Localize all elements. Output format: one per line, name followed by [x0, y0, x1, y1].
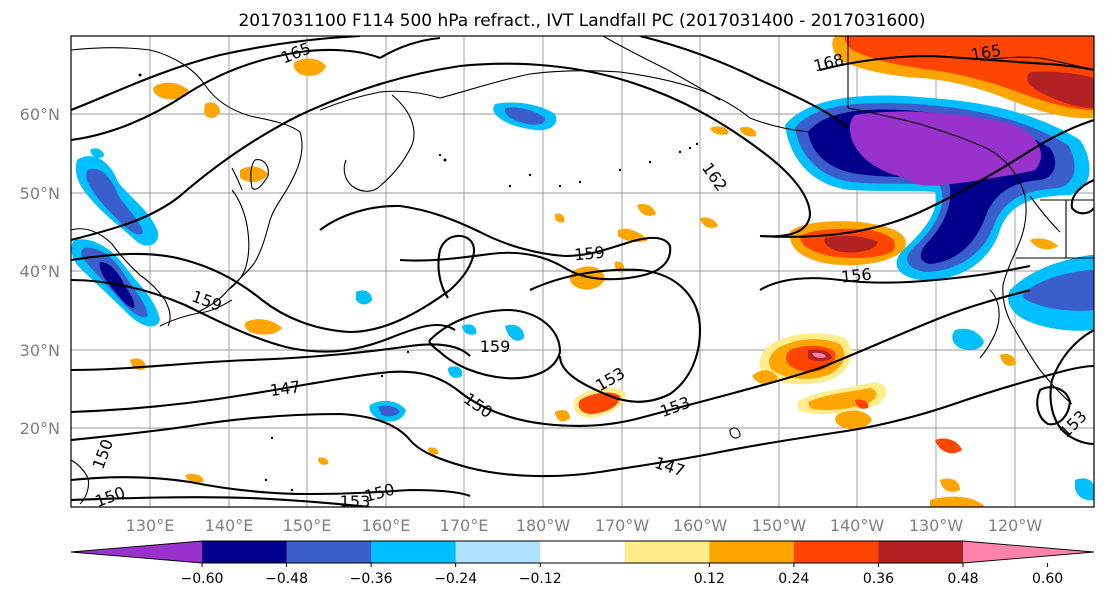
colorbar-segment — [709, 541, 795, 563]
contour-label-153-south: 153 — [340, 492, 371, 511]
colorbar-segment — [286, 541, 372, 563]
lat-label-40n: 40°N — [20, 262, 60, 281]
longitude-labels: 130°E 140°E 150°E 160°E 170°E 180°W 170°… — [126, 516, 1043, 535]
coastlines — [71, 36, 1094, 505]
lon-label-170e: 170°E — [440, 516, 489, 535]
contour-label-156: 156 — [840, 264, 872, 286]
contour-label-159-north: 159 — [573, 243, 605, 265]
islands — [138, 73, 699, 492]
colorbar-segment — [624, 541, 710, 563]
colorbar-tick-label: −0.24 — [434, 571, 477, 587]
contour-label-159-central: 159 — [480, 337, 511, 356]
colorbar: −0.60 −0.48 −0.36 −0.24 −0.12 0.12 0.24 0.36 0.4… — [70, 540, 1095, 587]
colorbar-ticks: −0.60 −0.48 −0.36 −0.24 −0.12 0.12 0.24 0.36 0.4… — [181, 563, 1063, 587]
lon-label-170w: 170°W — [595, 516, 650, 535]
lon-label-150e: 150°E — [283, 516, 332, 535]
colorbar-tick-label: −0.48 — [265, 571, 308, 587]
colorbar-tick-label: 0.24 — [778, 571, 809, 587]
colorbar-tick-label: −0.12 — [519, 571, 562, 587]
colorbar-tick-label: −0.60 — [181, 571, 224, 587]
colorbar-tick-label: 0.36 — [863, 571, 894, 587]
lat-label-50n: 50°N — [20, 184, 60, 203]
latitude-labels: 60°N 50°N 40°N 30°N 20°N — [20, 105, 60, 438]
colorbar-segment — [793, 541, 879, 563]
colorbar-segment — [540, 541, 626, 563]
lon-label-120w: 120°W — [988, 516, 1043, 535]
colorbar-segments — [70, 540, 1095, 564]
refractivity-contours — [71, 36, 1094, 507]
lon-label-160w: 160°W — [673, 516, 728, 535]
lon-label-180w: 180°W — [516, 516, 571, 535]
lon-label-130w: 130°W — [909, 516, 964, 535]
colorbar-segment — [878, 541, 964, 563]
lon-label-140w: 140°W — [830, 516, 885, 535]
colorbar-tick-label: −0.36 — [350, 571, 393, 587]
colorbar-extend-high — [963, 541, 1094, 563]
colorbar-tick-label: 0.48 — [947, 571, 978, 587]
lat-label-30n: 30°N — [20, 341, 60, 360]
map-title: 2017031100 F114 500 hPa refract., IVT La… — [238, 11, 925, 31]
lon-label-160e: 160°E — [362, 516, 411, 535]
map-frame — [70, 35, 1095, 508]
colorbar-segment — [371, 541, 457, 563]
colorbar-tick-label: 0.12 — [694, 571, 725, 587]
lat-label-20n: 20°N — [20, 419, 60, 438]
contour-label-147-west: 147 — [269, 377, 302, 400]
lon-label-130e: 130°E — [126, 516, 175, 535]
map-plot-area: 165 168 165 162 159 156 159 159 153 147 … — [70, 35, 1095, 511]
colorbar-segment — [455, 541, 541, 563]
colorbar-extend-low — [71, 541, 202, 563]
lon-label-150w: 150°W — [752, 516, 807, 535]
colorbar-tick-label: 0.60 — [1032, 571, 1063, 587]
lat-label-60n: 60°N — [20, 105, 60, 124]
lon-label-140e: 140°E — [205, 516, 254, 535]
colorbar-segment — [202, 541, 288, 563]
